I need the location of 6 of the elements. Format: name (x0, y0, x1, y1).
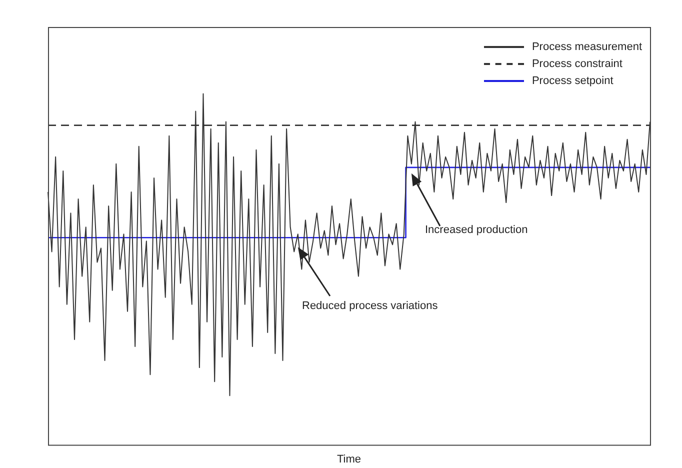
annotation: Increased production (425, 224, 528, 236)
annotation: Reduced process variations (302, 300, 438, 312)
x-axis-title: Time (336, 453, 362, 466)
legend-label: Process setpoint (532, 74, 614, 86)
legend-label: Process measurement (532, 40, 642, 52)
legend-label: Process constraint (532, 58, 622, 70)
